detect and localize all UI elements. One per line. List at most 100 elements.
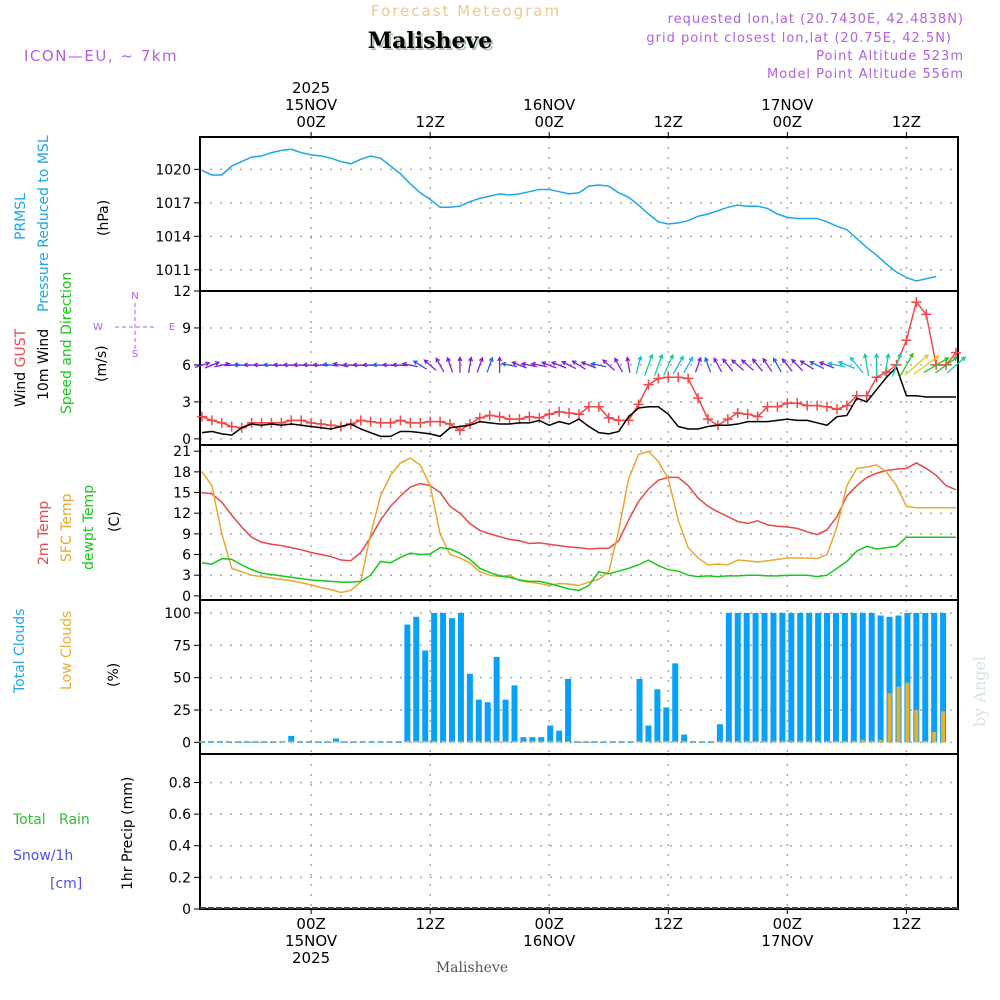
low-cloud-bar [271, 740, 276, 743]
total-cloud-bar [538, 737, 545, 743]
clouds-unit: (%) [106, 663, 122, 687]
low-cloud-bar [735, 740, 740, 743]
low-cloud-bar [342, 740, 347, 743]
wind-arrow [590, 361, 607, 368]
x-label-bottom: 00Z [773, 915, 802, 933]
wind-arrow [781, 358, 793, 372]
total-cloud-bar [413, 616, 420, 743]
gust-marker [375, 417, 386, 428]
low-cloud-bar [798, 740, 803, 743]
gust-marker [812, 400, 823, 411]
gust-marker [266, 417, 277, 428]
low-cloud-bar [673, 740, 678, 743]
low-cloud-bar [762, 740, 767, 743]
total-cloud-bar [466, 673, 473, 743]
total-cloud-bar [797, 612, 804, 743]
wind-arrow [580, 361, 597, 369]
y-tick-label: 1017 [155, 196, 191, 212]
low-cloud-bar [450, 740, 455, 743]
low-cloud-bar [655, 740, 660, 743]
gust-marker [762, 401, 773, 412]
low-cloud-bar [235, 740, 240, 743]
wind-arrow [946, 356, 967, 374]
gust-marker [822, 401, 833, 412]
total-cloud-bar [752, 612, 759, 743]
total-cloud-bar [520, 737, 527, 743]
total-cloud-bar [895, 615, 902, 743]
low-cloud-bar [744, 740, 749, 743]
gust-marker [554, 406, 565, 417]
wind-arrow [874, 352, 880, 377]
total-cloud-bar [493, 656, 500, 743]
x-label-top: 00Z [773, 113, 802, 131]
gust-label: Wind GUST [13, 328, 29, 407]
wind-arrow [849, 356, 864, 374]
chart-title: Forecast Meteogram [371, 2, 561, 20]
location-title: Malisheve [368, 28, 492, 54]
gust-marker [911, 297, 922, 308]
low-cloud-bar [860, 739, 865, 743]
wind-arrow [614, 357, 624, 373]
wind-arrow [412, 360, 428, 370]
temp-unit: (C) [107, 511, 123, 532]
low-cloud-bar [226, 740, 231, 743]
footer-location: Malisheve [436, 960, 508, 976]
wind-arrow [904, 354, 930, 376]
location-title-shadow: Malisheve [370, 30, 494, 56]
gust-marker [246, 417, 257, 428]
wind-unit: (m/s) [94, 345, 110, 382]
dewpt-label: dewpt Temp [81, 485, 97, 570]
low-cloud-bar [432, 740, 437, 743]
y-tick-label: 25 [173, 703, 191, 719]
low-cloud-bar [664, 740, 669, 743]
low-cloud-bar [833, 740, 838, 743]
prmsl-label: PRMSL [13, 193, 29, 240]
gust-marker [772, 401, 783, 412]
low-cloud-bar [914, 710, 919, 743]
low-cloud-bar [637, 740, 642, 743]
gust-marker [831, 404, 842, 415]
total-cloud-bar [815, 612, 822, 743]
wind-arrow [644, 353, 654, 376]
total-clouds-label: Total Clouds [12, 609, 28, 694]
total-cloud-bar [431, 612, 438, 743]
y-tick-label: 0.8 [169, 775, 191, 791]
gust-marker [256, 417, 267, 428]
total-cloud-bar [877, 615, 884, 743]
low-cloud-bar [503, 740, 508, 743]
gust-marker [752, 411, 763, 422]
compass-e: E [169, 322, 175, 333]
low-cloud-bar [780, 740, 785, 743]
total-cloud-bar [832, 612, 839, 743]
wind-arrow [457, 356, 463, 373]
gust-marker [802, 400, 813, 411]
total-cloud-bar [565, 678, 572, 743]
low-cloud-bar [807, 740, 812, 743]
low-cloud-bar [414, 740, 419, 743]
total-cloud-bar [770, 612, 777, 743]
x-label-bottom: 17NOV [761, 932, 814, 950]
low-cloud-bar [476, 740, 481, 743]
low-cloud-bar [923, 740, 928, 743]
gust-marker [921, 309, 932, 320]
wind-arrow [500, 361, 518, 368]
precip-label: 1hr Precip (mm) [120, 777, 136, 890]
x-label-bottom: 2025 [292, 949, 330, 967]
wind-arrow [791, 358, 804, 372]
gust-marker [196, 411, 207, 422]
x-label-bottom: 12Z [892, 915, 921, 933]
gust-marker [564, 407, 575, 418]
y-tick-label: 1011 [155, 263, 191, 279]
series-line-10m-wind [201, 366, 957, 438]
low-cloud-bar [566, 740, 571, 743]
wind-arrow [799, 360, 815, 370]
total-cloud-bar [716, 724, 723, 743]
wind-arrow [550, 361, 567, 369]
gust-label-wind: Wind [13, 367, 29, 407]
total-cloud-bar [761, 612, 768, 743]
snow-label: Snow/1h [13, 848, 73, 864]
low-cloud-bar [610, 740, 615, 743]
y-tick-label: 3 [182, 568, 191, 584]
total-cloud-bar [886, 616, 893, 743]
